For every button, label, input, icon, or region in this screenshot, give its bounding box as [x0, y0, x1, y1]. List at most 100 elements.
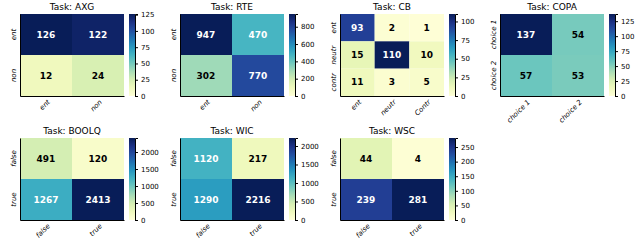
x-tick-label: non [89, 98, 104, 113]
x-tick-label: false [194, 222, 211, 239]
x-tick: false [194, 222, 211, 239]
x-tick-label: non [249, 98, 264, 113]
y-tick-label: true [330, 192, 338, 206]
y-axis: falsetrue [170, 139, 181, 221]
colorbar-tick: 2000 [295, 143, 319, 151]
y-axis: ent non [10, 15, 21, 97]
data-labels: 137545753 [517, 30, 585, 81]
colorbar-tick-label: 2000 [301, 143, 319, 151]
axis-domain [500, 15, 501, 97]
y-axis: entneutrcontr [330, 15, 341, 97]
axis-domain [616, 15, 619, 97]
y-axis: false true [330, 139, 341, 221]
colorbar-tick: 0 [295, 93, 305, 101]
colorbar-axis: 0500100015002000 [135, 139, 159, 225]
x-tick: false [34, 222, 51, 239]
colorbar-tick-label: 150 [461, 173, 474, 181]
cells [340, 138, 444, 220]
colorbar-tick: 125 [135, 11, 154, 19]
axis-domain [340, 15, 341, 97]
colorbar-tick: 500 [135, 200, 154, 208]
y-tick: non [10, 69, 18, 82]
data-label: 12 [40, 71, 53, 81]
colorbar-tick: 0 [455, 217, 465, 225]
x-tick: ent [349, 98, 363, 112]
colorbar-axis: 050100150200250 [455, 139, 474, 225]
x-tick-label: choice 1 [505, 98, 531, 124]
colorbar-tick-line [295, 201, 298, 202]
data-labels: 947470302770 [197, 30, 268, 81]
colorbar-tick-line [615, 96, 618, 97]
x-tick: choice 2 [557, 98, 584, 125]
cells [20, 14, 124, 96]
heatmap-cell [180, 179, 232, 220]
x-tick-label: false [354, 222, 371, 239]
heatmap-cell [340, 179, 392, 220]
heatmap-cell [180, 55, 232, 96]
y-tick: contr [330, 72, 338, 91]
y-tick-label: false [330, 150, 338, 167]
heatmap-cell [375, 14, 410, 41]
data-labels: 112021712902216 [193, 154, 270, 205]
heatmap-cell [500, 55, 552, 96]
colorbar-tick-line [295, 79, 298, 80]
colorbar-tick-label: 400 [301, 58, 314, 66]
y-tick: non [170, 69, 178, 82]
axis-domain [180, 15, 181, 97]
y-tick-label: ent [10, 29, 18, 41]
colorbar-tick-line [135, 47, 138, 48]
data-label: 239 [357, 195, 376, 205]
x-tick-label: Contr [413, 97, 433, 117]
colorbar-tick: 0 [615, 93, 625, 101]
chart-title: Task: BOOLQ [42, 126, 101, 136]
y-tick: true [10, 192, 18, 206]
colorbar-tick-line [455, 21, 458, 22]
y-tick-label: true [170, 192, 178, 206]
heatmap-cell [20, 14, 72, 55]
data-label: 1290 [193, 195, 218, 205]
axis-domain [20, 139, 21, 221]
x-tick: neutr [379, 97, 399, 117]
colorbar-tick-line [615, 81, 618, 82]
x-tick: ent [38, 98, 52, 112]
colorbar-tick-label: 75 [621, 48, 630, 56]
axis-domain [341, 96, 445, 97]
chart-title: Task: RTE [210, 2, 253, 12]
colorbar-tick: 100 [455, 188, 474, 196]
y-tick-label: neutr [330, 44, 338, 64]
y-tick: false [330, 150, 338, 167]
heatmap-cell [72, 55, 124, 96]
heatmap-cell [500, 14, 552, 55]
colorbar-tick: 100 [135, 28, 154, 36]
colorbar-tick-label: 2000 [141, 149, 159, 157]
axis-domain [501, 96, 605, 97]
colorbar-tick-line [135, 15, 138, 16]
x-tick: false [354, 222, 371, 239]
colorbar-tick-line [455, 40, 458, 41]
colorbar-tick-line [295, 96, 298, 97]
x-tick-label: ent [198, 98, 212, 112]
x-tick-label: true [88, 222, 104, 238]
colorbar-tick: 1000 [135, 183, 159, 191]
axis-domain [181, 220, 285, 221]
heatmap-panel: 137545753Task: COPAchoice 1choice 2choic… [490, 2, 634, 125]
colorbar-tick-label: 0 [461, 93, 465, 101]
data-label: 2413 [85, 195, 110, 205]
colorbar-tick: 150 [455, 173, 474, 181]
colorbar [449, 14, 455, 96]
data-labels: 1261221224 [37, 30, 108, 81]
y-tick-label: non [170, 69, 178, 82]
colorbar-tick-label: 1000 [141, 183, 159, 191]
x-tick-label: true [248, 222, 264, 238]
x-tick-label: false [34, 222, 51, 239]
data-label: 44 [360, 154, 373, 164]
chart-title: Task: WSC [368, 126, 415, 136]
colorbar-tick-label: 0 [461, 217, 465, 225]
x-tick: Contr [413, 97, 433, 117]
colorbar-tick-label: 100 [461, 188, 474, 196]
chart-title: Task: WIC [209, 126, 253, 136]
data-label: 1 [424, 23, 430, 33]
colorbar-tick-label: 25 [461, 74, 470, 82]
colorbar-tick-line [135, 63, 138, 64]
y-tick: true [170, 192, 178, 206]
